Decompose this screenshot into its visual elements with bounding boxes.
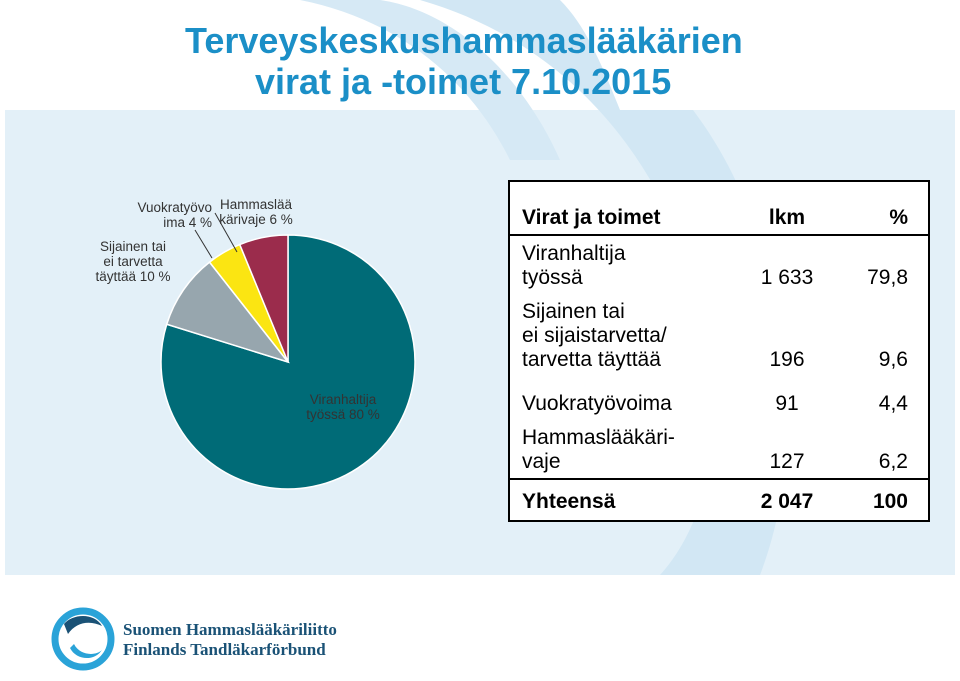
pie-slice-sijainen (165, 261, 291, 364)
row-percent: 6,2 (878, 450, 908, 473)
pie-slice-hammas (238, 234, 289, 363)
total-label: Yhteensä (509, 478, 737, 521)
row-label: Hammaslääkäri- vaje (509, 420, 737, 479)
header-lkm: lkm (737, 181, 837, 236)
row-label-line: Viranhaltija (522, 242, 626, 265)
row-label-line: työssä (522, 266, 583, 289)
table-total-row: Yhteensä 2 047 100 (509, 478, 929, 521)
row-label-line: Vuokratyövoima (522, 392, 672, 415)
pie-label-sijainen-line: ei tarvetta (103, 254, 163, 269)
total-count: 2 047 (737, 478, 837, 521)
row-count: 127 (769, 450, 805, 473)
slide-title: Terveyskeskushammaslääkärien virat ja -t… (185, 20, 885, 102)
row-label: Sijainen tai ei sijaistarvetta/ tarvetta… (509, 294, 737, 376)
pie-label-sijainen: Sijainen tai ei tarvetta täyttää 10 % (82, 239, 184, 284)
pie-label-hammas-line: Hammaslää (219, 197, 293, 212)
logo-text: Suomen Hammaslääkäriliitto Finlands Tand… (123, 620, 337, 660)
logo-line-1: Suomen Hammaslääkäriliitto (123, 620, 337, 639)
leader-line-hammas (214, 212, 238, 253)
logo-icon (51, 607, 115, 671)
table-row: Vuokratyövoima 91 4,4 (509, 376, 929, 420)
title-line-2: virat ja -toimet 7.10.2015 (255, 61, 672, 102)
row-count: 1 633 (760, 266, 814, 289)
row-label: Viranhaltija työssä (509, 235, 737, 294)
row-count: 91 (775, 392, 799, 415)
pie-label-vuokra-line: Vuokratyövo (137, 200, 212, 215)
row-label-line: ei sijaistarvetta/ (522, 324, 667, 347)
table-row: Sijainen tai ei sijaistarvetta/ tarvetta… (509, 294, 929, 376)
pie-label-hammas-line: kärivaje 6 % (219, 212, 293, 227)
pie-slice-viranhaltija (160, 234, 416, 490)
row-count: 196 (769, 348, 805, 371)
pie-label-viranhaltija: Viranhaltija työssä 80 % (288, 392, 398, 422)
logo-line-2: Finlands Tandläkarförbund (123, 640, 326, 659)
table-row: Viranhaltija työssä 1 633 79,8 (509, 235, 929, 294)
pie-label-sijainen-line: täyttää 10 % (95, 269, 171, 284)
header-percent: % (837, 181, 929, 236)
row-percent: 9,6 (878, 348, 908, 371)
row-percent: 79,8 (867, 266, 908, 289)
pie-label-viranhaltija-line: Viranhaltija (309, 392, 377, 407)
pie-label-vuokra: Vuokratyövo ima 4 % (112, 200, 212, 230)
row-label-line: tarvetta täyttää (522, 348, 661, 371)
row-percent: 4,4 (878, 392, 908, 415)
total-percent: 100 (837, 478, 929, 521)
title-line-1: Terveyskeskushammaslääkärien (185, 20, 743, 61)
leader-line-vuokra (194, 229, 213, 259)
pie-label-sijainen-line: Sijainen tai (99, 239, 167, 254)
row-label-line: vaje (522, 450, 561, 473)
data-table: Virat ja toimet lkm % Viranhaltija työss… (508, 180, 930, 522)
pie-label-viranhaltija-line: työssä 80 % (306, 407, 380, 422)
table-row: Hammaslääkäri- vaje 127 6,2 (509, 420, 929, 479)
pie-label-hammas: Hammaslää kärivaje 6 % (206, 197, 306, 227)
header-virat: Virat ja toimet (509, 181, 737, 236)
pie-label-vuokra-line: ima 4 % (163, 215, 212, 230)
row-label: Vuokratyövoima (509, 376, 737, 420)
table-header-row: Virat ja toimet lkm % (509, 181, 929, 236)
row-label-line: Hammaslääkäri- (522, 426, 675, 449)
row-label-line: Sijainen tai (522, 300, 625, 323)
